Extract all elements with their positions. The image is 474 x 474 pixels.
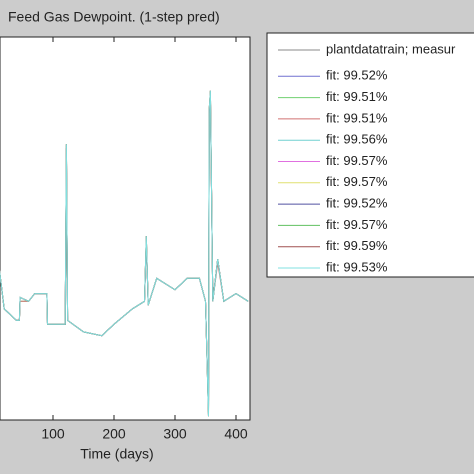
legend-entries: plantdatatrain; measur fit: 99.52% fit: 99… xyxy=(278,41,456,274)
legend-label: fit: 99.52% xyxy=(326,68,388,83)
legend-label: fit: 99.57% xyxy=(326,174,388,189)
x-tick-label: 400 xyxy=(224,426,248,442)
x-tick-label: 300 xyxy=(163,426,187,442)
series-line xyxy=(0,90,249,417)
plot-area xyxy=(0,36,251,421)
legend xyxy=(266,32,474,278)
legend-label: fit: 99.57% xyxy=(326,217,388,232)
legend-label: fit: 99.57% xyxy=(326,153,388,168)
legend-label: fit: 99.51% xyxy=(326,89,388,104)
chart-title: Feed Gas Dewpoint. (1-step pred) xyxy=(8,9,220,25)
legend-label: fit: 99.51% xyxy=(326,110,388,125)
legend-label: plantdatatrain; measur xyxy=(326,41,456,56)
x-tick-label: 100 xyxy=(41,426,65,442)
x-tick-label: 200 xyxy=(102,426,126,442)
legend-label: fit: 99.56% xyxy=(326,132,388,147)
legend-label: fit: 99.59% xyxy=(326,238,388,253)
x-axis-label: Time (days) xyxy=(80,446,153,462)
legend-label: fit: 99.52% xyxy=(326,196,388,211)
legend-label: fit: 99.53% xyxy=(326,259,388,274)
plot xyxy=(0,90,249,417)
